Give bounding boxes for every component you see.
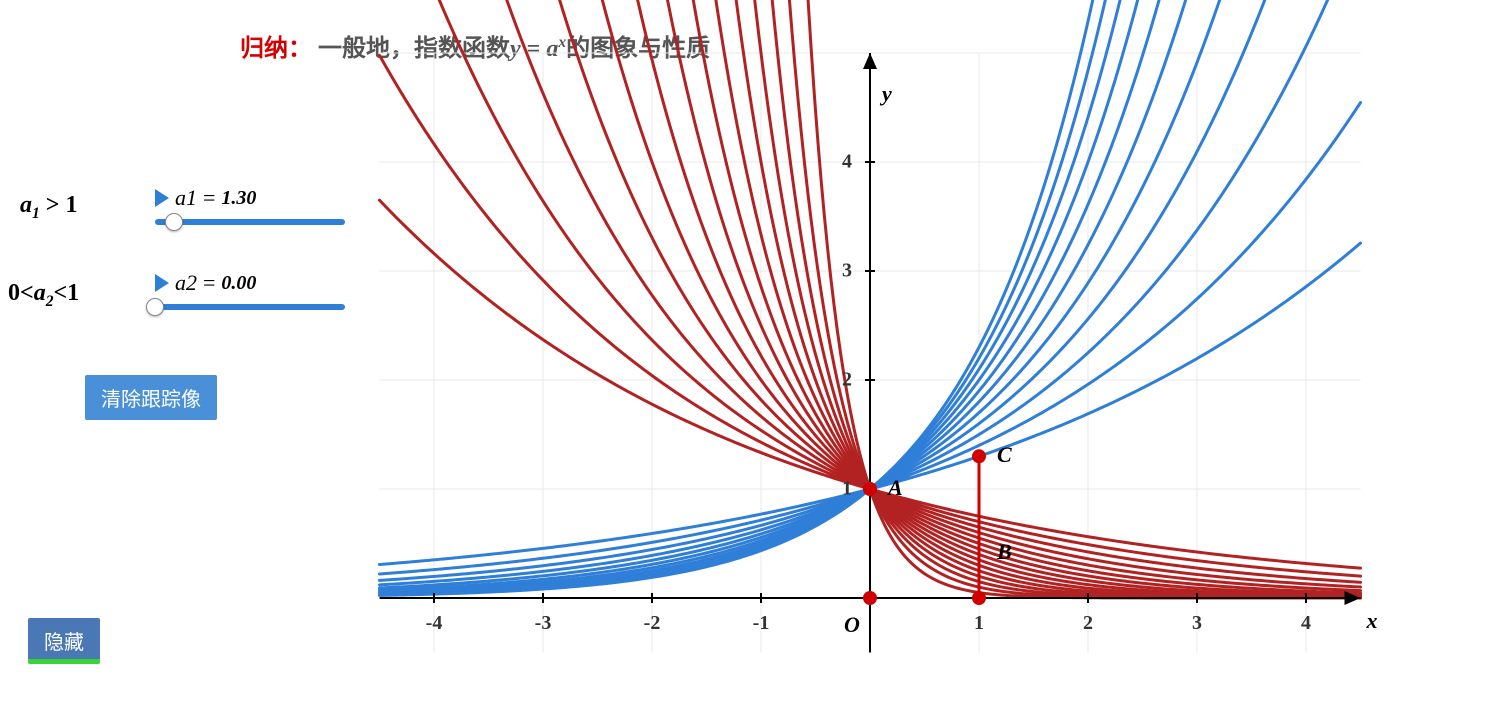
xtick-label: 1	[974, 612, 984, 635]
x-axis-label: x	[1367, 608, 1378, 634]
chart-svg	[350, 0, 1497, 721]
point-C-label: C	[997, 442, 1012, 468]
slider-a1-track[interactable]	[155, 219, 345, 225]
slider-a1-value: 1.30	[221, 187, 256, 210]
ytick-label: 2	[842, 369, 852, 392]
point-B-label: B	[997, 539, 1012, 565]
ytick-label: 3	[842, 260, 852, 283]
equals-sign: =	[203, 185, 215, 211]
xtick-label: -1	[753, 612, 770, 635]
range-a2-pre: 0<	[8, 280, 34, 306]
slider-a2-value: 0.00	[221, 272, 256, 295]
xtick-label: -3	[535, 612, 552, 635]
xtick-label: -2	[644, 612, 661, 635]
clear-trace-button[interactable]: 清除跟踪像	[85, 375, 217, 420]
play-icon[interactable]	[155, 274, 169, 292]
hide-button[interactable]: 隐藏	[28, 618, 100, 664]
ytick-label: 4	[842, 151, 852, 174]
range-a2-post: <1	[53, 280, 79, 306]
range-a2-label: 0<a2<1	[8, 280, 79, 311]
origin-label: O	[844, 612, 860, 638]
xtick-label: 4	[1301, 612, 1311, 635]
slider-a2-thumb[interactable]	[146, 298, 164, 316]
ytick-label: 1	[842, 478, 852, 501]
title-label: 归纳：	[240, 36, 312, 62]
slider-a1[interactable]: a1 = 1.30	[155, 185, 345, 225]
equals-sign: =	[203, 270, 215, 296]
slider-a2[interactable]: a2 = 0.00	[155, 270, 345, 310]
range-a1-sub: 1	[32, 205, 40, 222]
play-icon[interactable]	[155, 189, 169, 207]
slider-a1-var: a1	[175, 185, 197, 211]
xtick-label: -4	[426, 612, 443, 635]
xtick-label: 3	[1192, 612, 1202, 635]
y-axis-label: y	[882, 81, 892, 107]
xtick-label: 2	[1083, 612, 1093, 635]
range-a2-var: a	[34, 280, 46, 306]
chart-canvas[interactable]: -4 -3 -2 -1 1 2 3 4 1 2 3 4 x y O A B C	[350, 0, 1497, 721]
point-A-label: A	[888, 475, 903, 501]
range-a1-var: a	[20, 192, 32, 218]
slider-a2-var: a2	[175, 270, 197, 296]
range-a1-label: a1 > 1	[20, 192, 77, 223]
slider-a1-thumb[interactable]	[165, 213, 183, 231]
slider-a2-track[interactable]	[155, 304, 345, 310]
range-a1-op: > 1	[40, 192, 78, 218]
